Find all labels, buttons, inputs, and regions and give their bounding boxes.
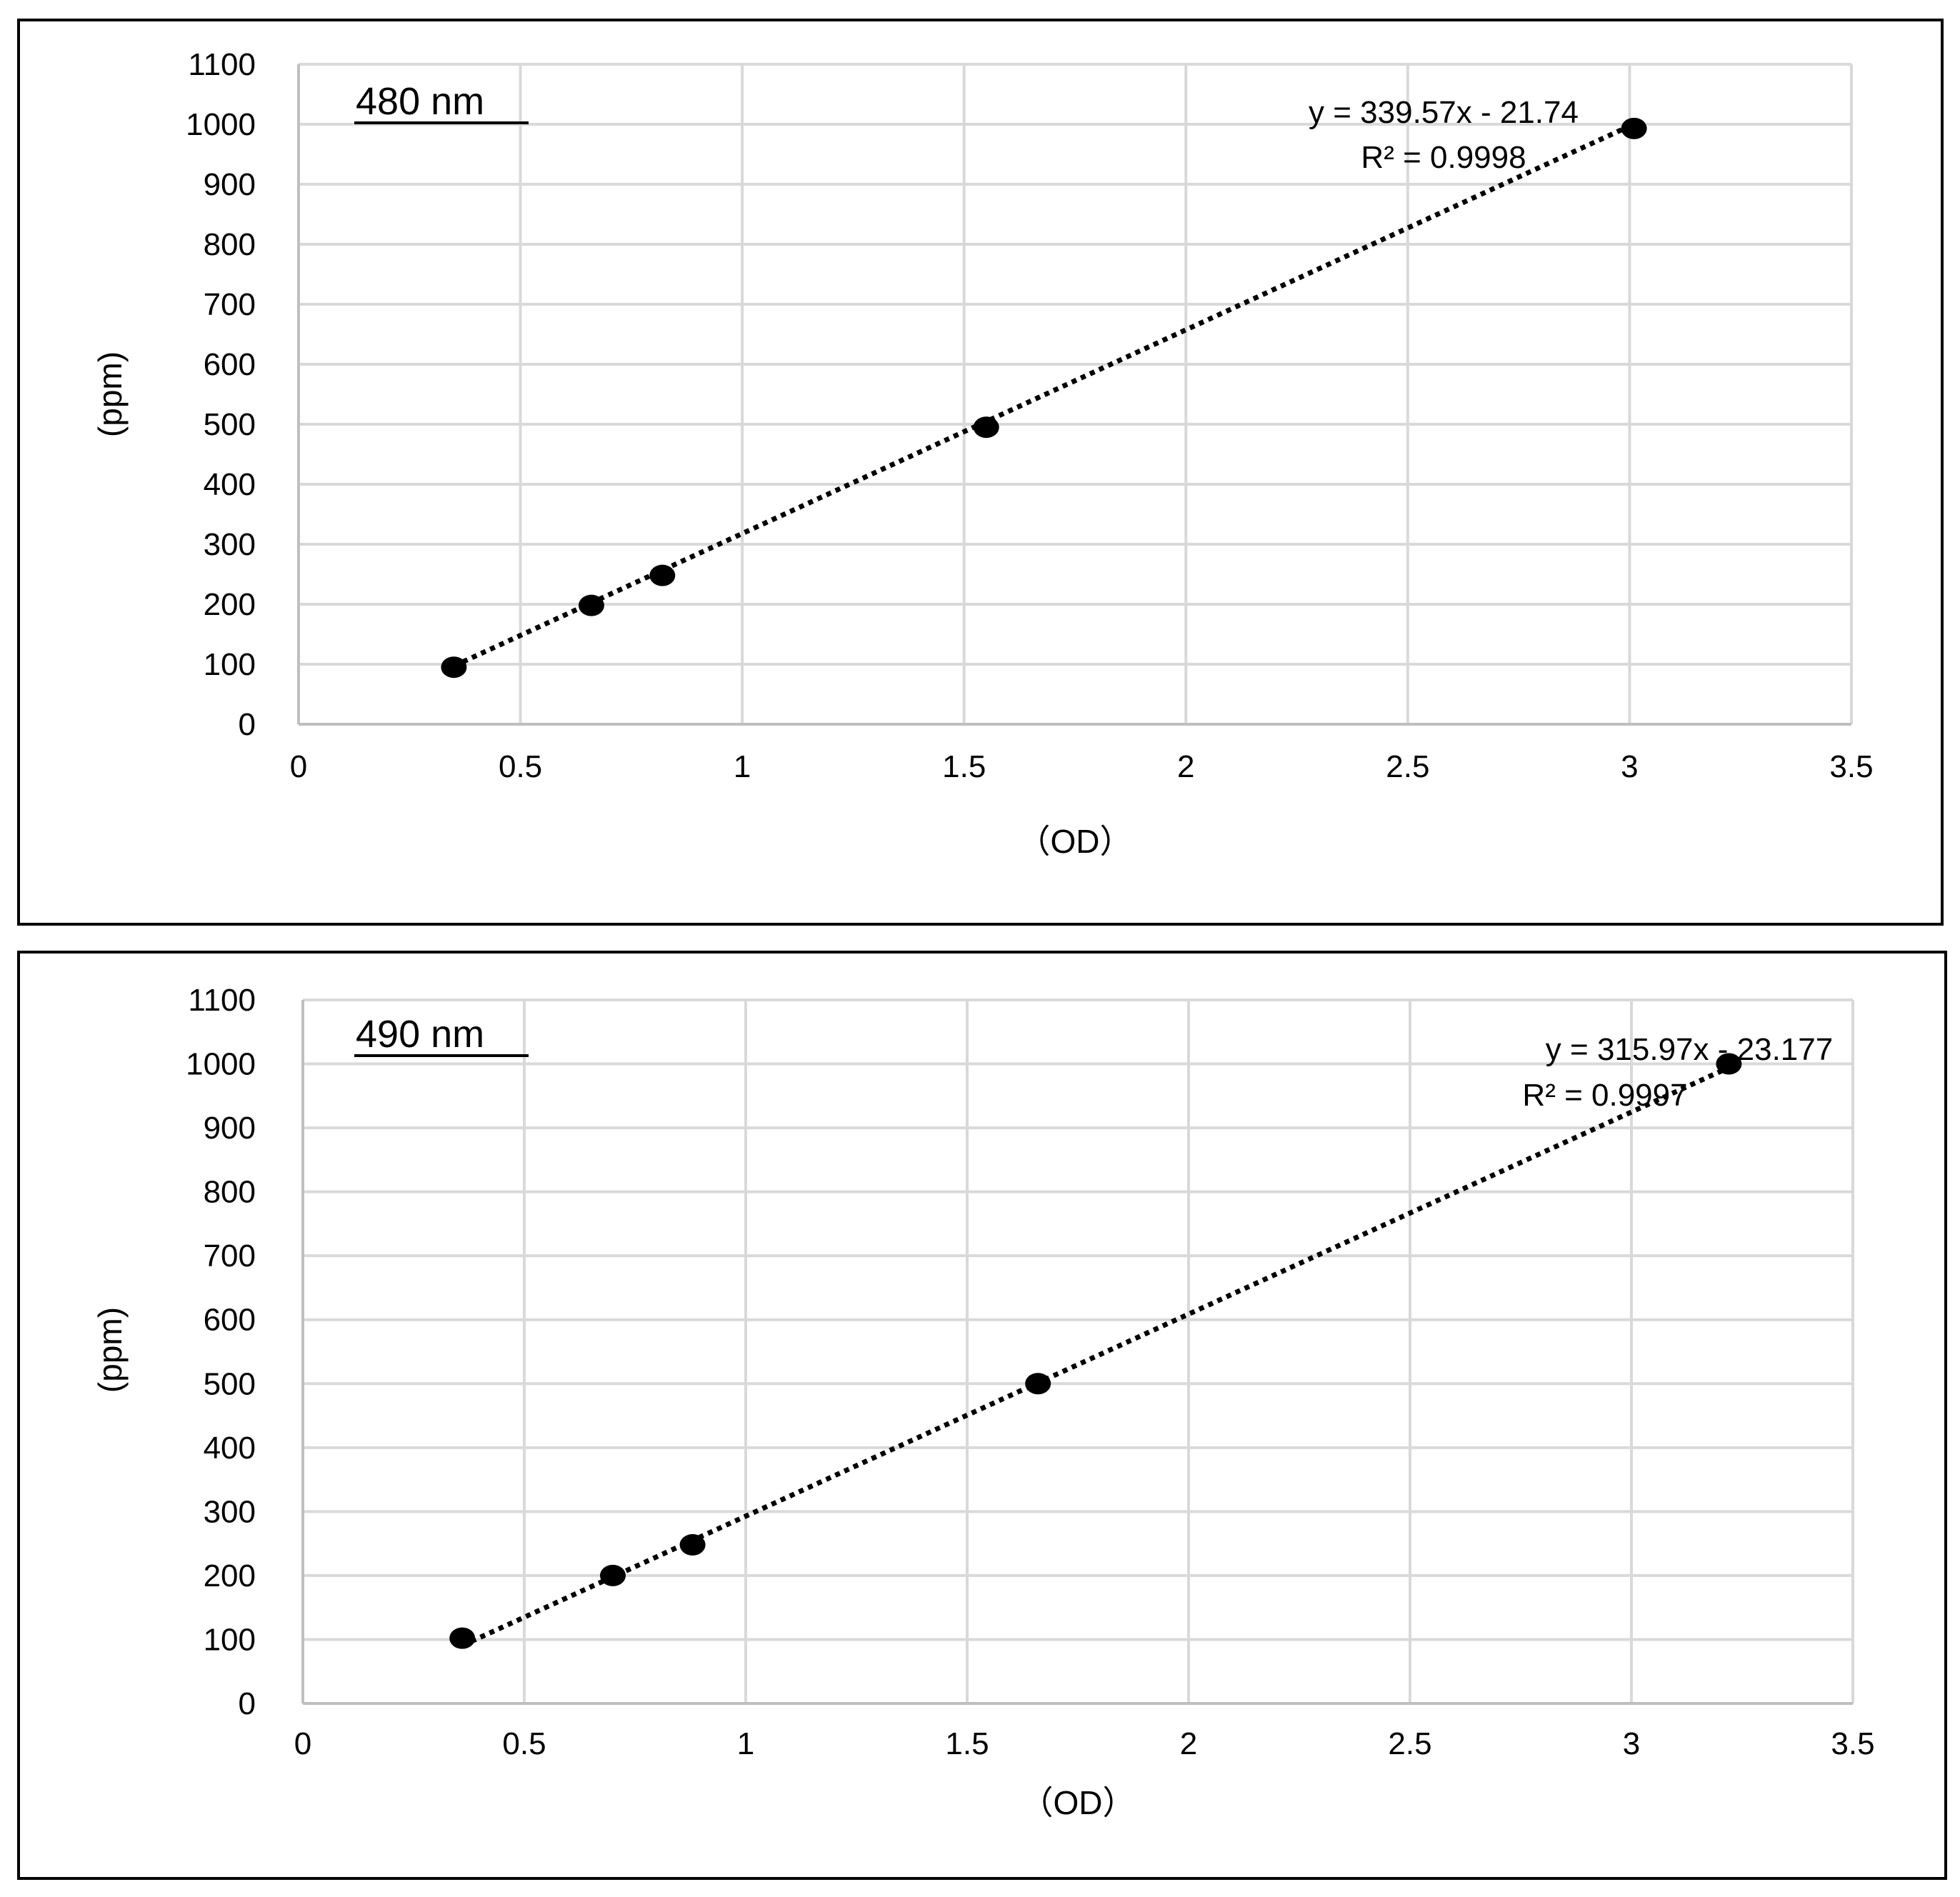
y-tick-label: 900 xyxy=(204,1111,256,1146)
trendline-equation: y = 339.57x - 21.74 xyxy=(1309,95,1579,130)
chart-title: 490 nm xyxy=(356,1013,484,1056)
y-tick-label: 300 xyxy=(204,527,256,562)
x-tick-label: 3 xyxy=(1623,1726,1640,1761)
y-tick-label: 100 xyxy=(204,1622,256,1657)
y-tick-label: 600 xyxy=(204,347,256,382)
chart-panel-480nm: 0 100 200 300 400 500 600 700 800 900 1000 1100 0 0.5… xyxy=(17,19,1944,926)
y-tick-label: 500 xyxy=(204,407,256,442)
x-axis-title: （OD） xyxy=(1018,823,1133,860)
trendline-r-squared: R² = 0.9997 xyxy=(1522,1078,1687,1113)
y-tick-label: 800 xyxy=(204,227,256,262)
x-tick-label: 1.5 xyxy=(945,1726,989,1761)
y-tick-label: 200 xyxy=(204,1558,256,1593)
trendline-equation: y = 315.97x - 23.177 xyxy=(1546,1032,1833,1067)
x-tick-label: 2 xyxy=(1180,1726,1197,1761)
trendline-r-squared: R² = 0.9998 xyxy=(1361,140,1526,175)
y-tick-label: 700 xyxy=(204,287,256,322)
trendline xyxy=(452,121,1636,669)
y-tick-label: 0 xyxy=(239,707,256,742)
data-point xyxy=(679,1533,706,1556)
data-point xyxy=(649,564,676,586)
y-tick-label: 0 xyxy=(239,1686,256,1721)
y-tick-label: 1100 xyxy=(188,983,256,1018)
y-tick-label: 800 xyxy=(204,1175,256,1210)
y-tick-label: 500 xyxy=(204,1366,256,1401)
data-point xyxy=(1621,117,1647,139)
chart-title: 480 nm xyxy=(356,80,484,123)
x-tick-label: 2 xyxy=(1177,749,1194,784)
y-tick-label: 700 xyxy=(204,1238,256,1273)
x-tick-label: 0 xyxy=(290,749,307,784)
x-tick-label: 0.5 xyxy=(502,1726,546,1761)
x-tick-label: 0 xyxy=(294,1726,311,1761)
data-point xyxy=(441,656,467,679)
x-axis-title: （OD） xyxy=(1021,1784,1136,1821)
data-point xyxy=(600,1564,626,1586)
x-tick-label: 2.5 xyxy=(1386,749,1429,784)
x-tick-label: 2.5 xyxy=(1388,1726,1431,1761)
y-tick-label: 600 xyxy=(204,1303,256,1338)
data-point xyxy=(973,416,999,439)
y-tick-label: 100 xyxy=(204,647,256,682)
y-tick-label: 400 xyxy=(204,467,256,502)
y-tick-label: 400 xyxy=(204,1431,256,1466)
x-tick-label: 0.5 xyxy=(499,749,542,784)
x-tick-label: 3 xyxy=(1621,749,1638,784)
trendline xyxy=(461,1065,1730,1648)
data-point xyxy=(449,1627,476,1649)
data-point xyxy=(1025,1373,1051,1395)
y-tick-label: 200 xyxy=(204,587,256,622)
y-tick-label: 1100 xyxy=(188,47,256,82)
gridlines xyxy=(297,63,1853,726)
gridlines xyxy=(301,998,1854,1705)
chart-panel-490nm: 0 100 200 300 400 500 600 700 800 900 1000 1100 0 0.5… xyxy=(17,951,1947,1880)
y-tick-label: 900 xyxy=(204,167,256,202)
chart-490nm: 0 100 200 300 400 500 600 700 800 900 1000 1100 0 0.5… xyxy=(91,983,1875,1821)
x-tick-label: 1 xyxy=(737,1726,754,1761)
x-tick-label: 1 xyxy=(734,749,751,784)
x-tick-label: 3.5 xyxy=(1831,1726,1874,1761)
y-tick-label: 300 xyxy=(204,1494,256,1529)
y-axis-title: (ppm) xyxy=(91,1307,129,1393)
y-axis-title: (ppm) xyxy=(91,351,129,437)
y-tick-label: 1000 xyxy=(186,107,256,142)
chart-480nm: 0 100 200 300 400 500 600 700 800 900 1000 1100 0 0.5… xyxy=(91,47,1874,860)
y-tick-label: 1000 xyxy=(186,1047,256,1082)
x-tick-label: 1.5 xyxy=(942,749,986,784)
x-tick-label: 3.5 xyxy=(1829,749,1873,784)
data-point xyxy=(1716,1053,1742,1075)
data-point xyxy=(578,594,604,616)
